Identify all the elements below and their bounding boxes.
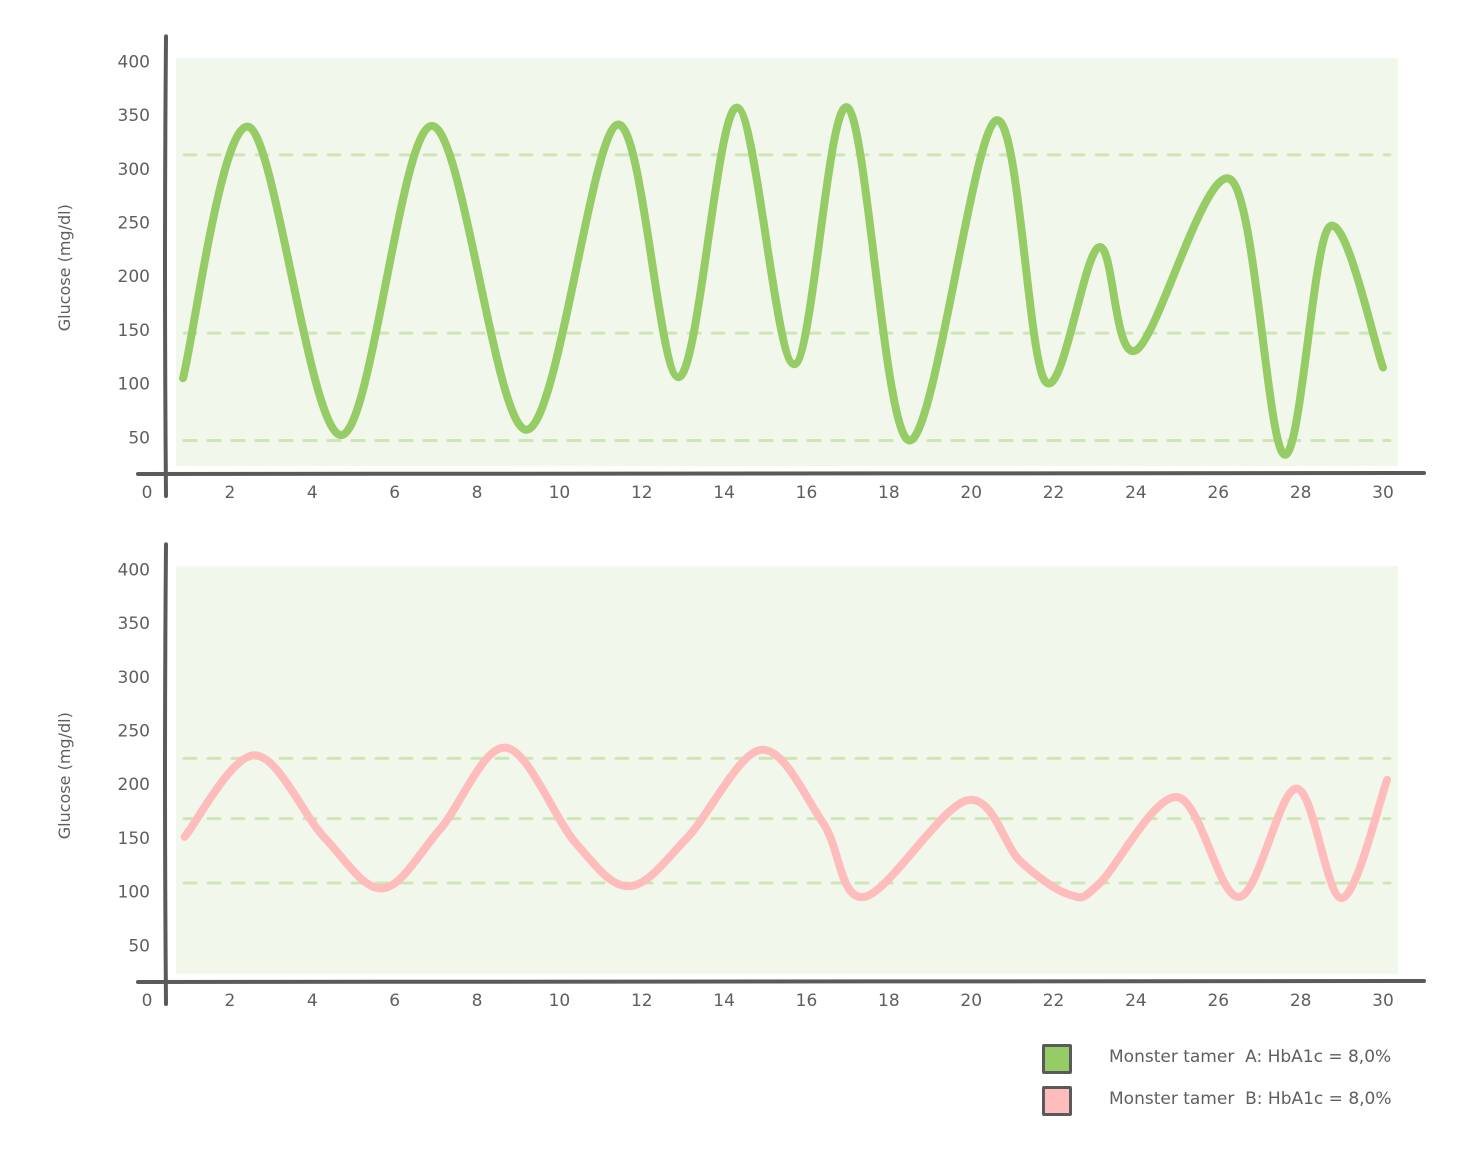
y-tick-label: 400	[118, 560, 150, 580]
x-tick-label: 14	[713, 991, 735, 1011]
x-tick-label: 0	[142, 991, 153, 1011]
x-tick-label: 26	[1207, 483, 1229, 503]
x-tick-label: 28	[1290, 991, 1312, 1011]
x-tick-label: 30	[1372, 991, 1394, 1011]
y-tick-label: 150	[118, 321, 150, 341]
y-tick-label: 100	[118, 883, 150, 903]
x-tick-label: 28	[1290, 483, 1312, 503]
y-tick-label: 50	[128, 936, 150, 956]
y-tick-label: 400	[118, 52, 150, 72]
y-tick-label: 100	[118, 375, 150, 395]
square-swatch-icon	[1042, 1086, 1072, 1116]
x-tick-label: 6	[389, 991, 400, 1011]
x-tick-label: 18	[878, 483, 900, 503]
y-tick-label: 300	[118, 668, 150, 688]
y-axis	[163, 34, 168, 498]
legend-label-b: Monster tamer B: HbA1c = 8,0%	[1109, 1089, 1392, 1109]
y-axis-title: Glucose (mg/dl)	[55, 204, 74, 331]
x-tick-label: 26	[1207, 991, 1229, 1011]
x-tick-label: 30	[1372, 483, 1394, 503]
x-tick-label: 24	[1125, 991, 1147, 1011]
legend-label-a: Monster tamer A: HbA1c = 8,0%	[1109, 1047, 1392, 1067]
x-tick-label: 4	[307, 483, 318, 503]
y-tick-label: 250	[118, 722, 150, 742]
square-swatch-icon	[1042, 1044, 1072, 1074]
x-tick-label: 10	[549, 991, 571, 1011]
y-tick-label: 200	[118, 267, 150, 287]
x-tick-label: 2	[225, 991, 236, 1011]
target-range-band	[176, 58, 1398, 467]
x-tick-label: 2	[225, 483, 236, 503]
legend-item-b: Monster tamer B: HbA1c = 8,0%	[1040, 1086, 1440, 1128]
y-tick-label: 350	[118, 106, 150, 126]
x-tick-label: 18	[878, 991, 900, 1011]
y-tick-label: 200	[118, 775, 150, 795]
x-tick-label: 6	[389, 483, 400, 503]
x-tick-label: 20	[960, 483, 982, 503]
x-axis	[136, 471, 1426, 476]
x-tick-label: 12	[631, 483, 653, 503]
y-axis-title: Glucose (mg/dl)	[55, 712, 74, 839]
x-tick-label: 0	[142, 483, 153, 503]
x-tick-label: 8	[472, 991, 483, 1011]
x-tick-label: 14	[713, 483, 735, 503]
y-tick-label: 50	[128, 428, 150, 448]
x-tick-label: 24	[1125, 483, 1147, 503]
x-tick-label: 4	[307, 991, 318, 1011]
x-axis	[136, 979, 1426, 984]
series-line	[179, 103, 1387, 459]
x-tick-label: 22	[1043, 991, 1065, 1011]
y-tick-label: 350	[118, 614, 150, 634]
x-tick-label: 16	[796, 483, 818, 503]
legend: Monster tamer A: HbA1c = 8,0% Monster ta…	[1040, 1044, 1440, 1128]
legend-item-a: Monster tamer A: HbA1c = 8,0%	[1040, 1044, 1440, 1086]
x-tick-label: 8	[472, 483, 483, 503]
series-line	[180, 743, 1392, 903]
x-tick-label: 10	[549, 483, 571, 503]
y-axis	[163, 542, 168, 1006]
x-tick-label: 16	[796, 991, 818, 1011]
x-tick-label: 22	[1043, 483, 1065, 503]
y-tick-label: 250	[118, 214, 150, 234]
y-tick-label: 150	[118, 829, 150, 849]
x-tick-label: 12	[631, 991, 653, 1011]
y-tick-label: 300	[118, 160, 150, 180]
x-tick-label: 20	[960, 991, 982, 1011]
